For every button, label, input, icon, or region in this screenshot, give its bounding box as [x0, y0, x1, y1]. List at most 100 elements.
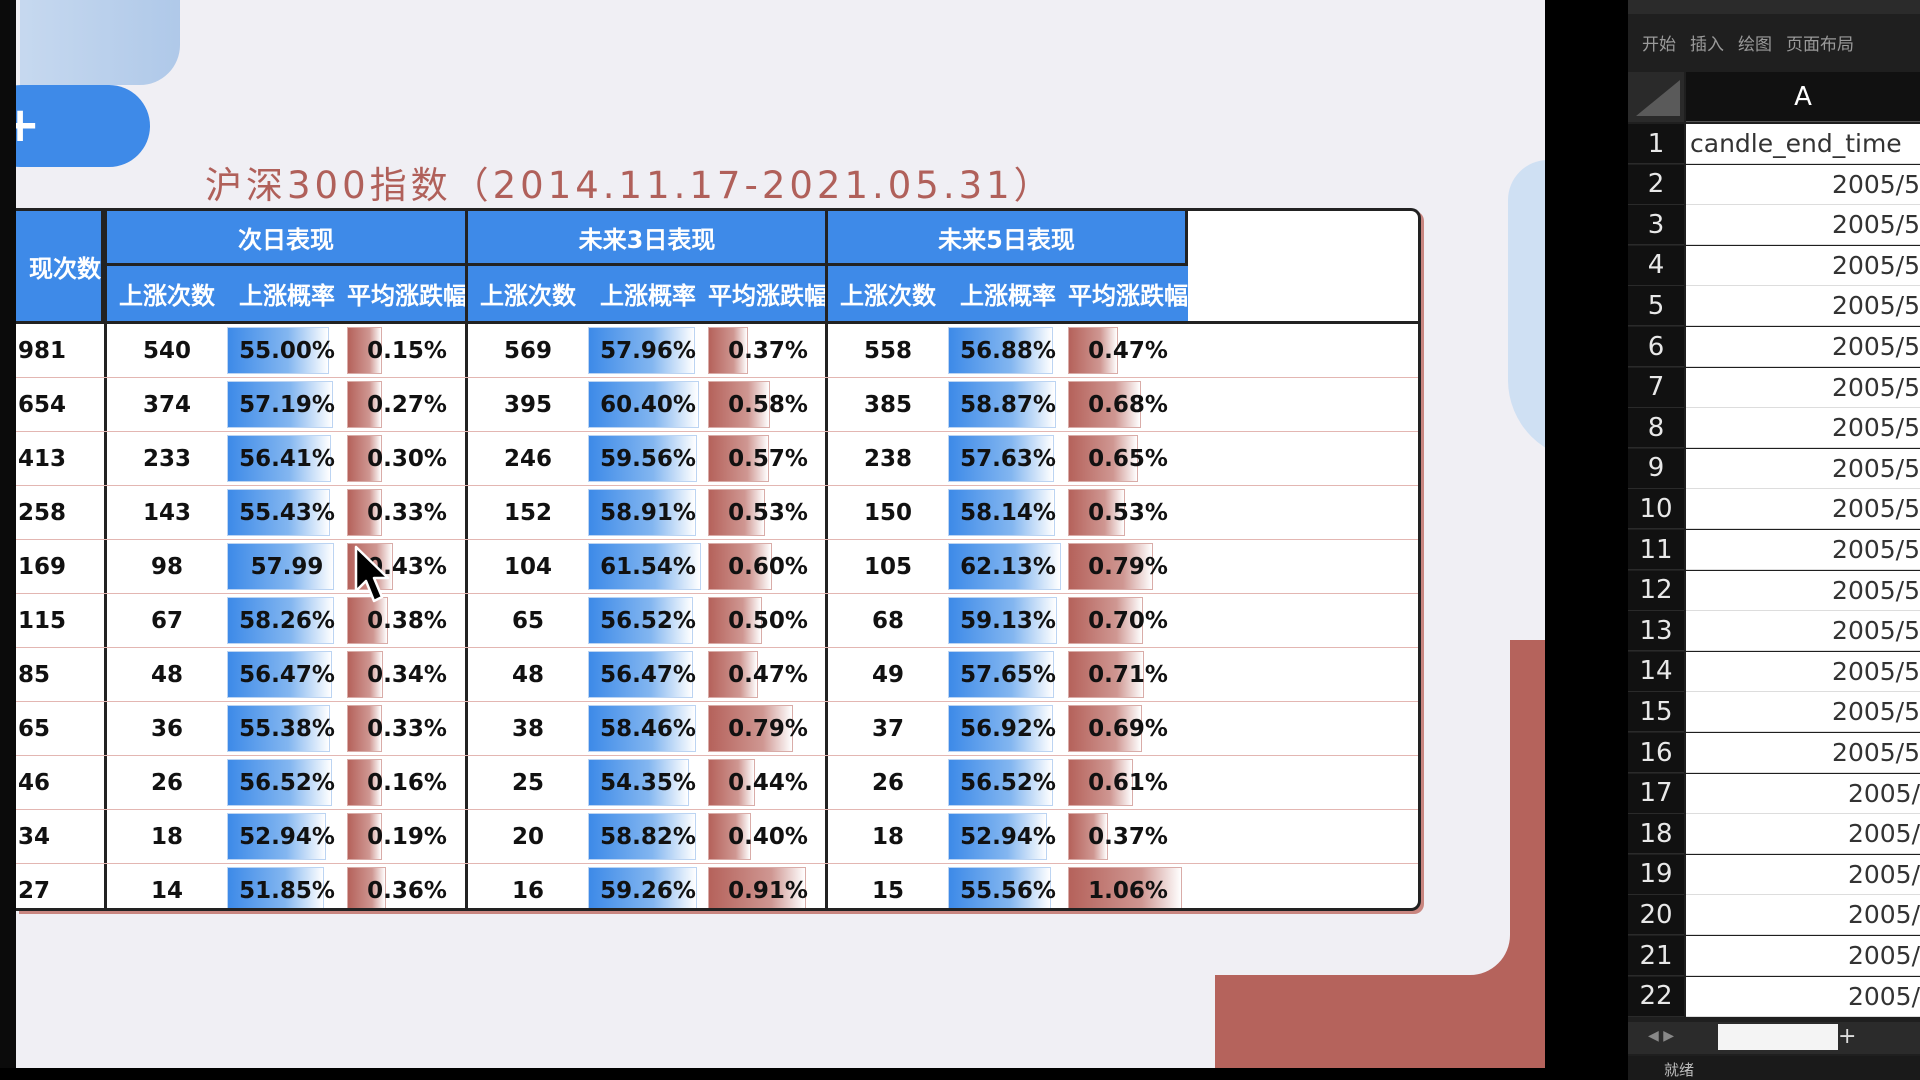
row-number[interactable]: 12 [1628, 570, 1684, 611]
cell-text: 27 [18, 877, 51, 904]
cell-count-total: 169 [16, 540, 104, 593]
row-number[interactable]: 10 [1628, 489, 1684, 530]
cell-avg-change: 0.91% [708, 864, 828, 908]
ribbon-tab-page-layout[interactable]: 页面布局 [1786, 34, 1854, 55]
row-number[interactable]: 11 [1628, 530, 1684, 570]
cell-up-probability: 56.92% [948, 702, 1068, 755]
cell-a[interactable]: 2005/5 [1686, 408, 1920, 449]
data-bar-change [1068, 327, 1118, 374]
row-number[interactable]: 22 [1628, 976, 1684, 1017]
select-all-corner[interactable] [1628, 72, 1684, 122]
row-number[interactable]: 17 [1628, 773, 1684, 814]
cell-a[interactable]: 2005/5 [1686, 570, 1920, 611]
cell-text: 14 [150, 877, 183, 904]
data-bar-change [708, 813, 751, 860]
ribbon-tabs: 开始 插入 绘图 页面布局 [1628, 22, 1920, 62]
cell-count-total: 34 [16, 810, 104, 863]
cell-text: 67 [150, 607, 183, 634]
row-number[interactable]: 5 [1628, 286, 1684, 327]
cell-text: 56.47% [600, 661, 696, 688]
row-number[interactable]: 3 [1628, 205, 1684, 246]
cell-a[interactable]: 2005/5 [1686, 530, 1920, 570]
row-number[interactable]: 16 [1628, 733, 1684, 773]
sheet-nav-arrows-icon[interactable]: ◀ ▶ [1648, 1028, 1674, 1044]
data-bar-change [347, 327, 382, 374]
cell-up-count: 238 [828, 432, 948, 485]
row-number[interactable]: 8 [1628, 408, 1684, 449]
row-number[interactable]: 1 [1628, 124, 1684, 164]
cell-up-count: 48 [107, 648, 227, 701]
table-row: 258 143 55.43% 0.33% 152 58.91% 0.53% 150 58.14%… [16, 486, 1418, 540]
column-header-a[interactable]: A [1686, 72, 1920, 122]
cell-a[interactable]: 2005/5 [1686, 205, 1920, 246]
cell-text: 52.94% [239, 823, 335, 850]
cell-a[interactable]: 2005/ [1686, 814, 1920, 855]
row-number[interactable]: 19 [1628, 854, 1684, 895]
data-bar-probability [227, 435, 331, 482]
cell-up-count: 385 [828, 378, 948, 431]
sheet-row: 7 2005/5 [1628, 367, 1920, 409]
cell-avg-change: 0.65% [1068, 432, 1188, 485]
add-sheet-icon[interactable]: + [1838, 1024, 1857, 1049]
cell-avg-change: 0.60% [708, 540, 828, 593]
cell-text: 0.38% [367, 607, 447, 634]
row-number[interactable]: 6 [1628, 327, 1684, 367]
cell-a[interactable]: 2005/5 [1686, 367, 1920, 408]
mouse-cursor-icon [354, 545, 390, 603]
data-bar-probability [227, 867, 324, 908]
row-number[interactable]: 2 [1628, 164, 1684, 205]
ribbon-tab-draw[interactable]: 绘图 [1738, 34, 1772, 55]
sheet-tab[interactable] [1718, 1024, 1838, 1050]
row-number[interactable]: 15 [1628, 692, 1684, 733]
cell-up-count: 25 [468, 756, 588, 809]
cell-a[interactable]: 2005/5 [1686, 651, 1920, 692]
row-number[interactable]: 18 [1628, 814, 1684, 855]
cell-a[interactable]: 2005/5 [1686, 692, 1920, 733]
cell-count-total: 654 [16, 378, 104, 431]
cell-text: 55.56% [960, 877, 1056, 904]
decor-shape-right-blue [1508, 160, 1545, 460]
data-bar-probability [227, 597, 334, 644]
cell-a[interactable]: 2005/ [1686, 854, 1920, 895]
cell-text: 25 [511, 769, 544, 796]
row-number[interactable]: 14 [1628, 651, 1684, 692]
cell-text: 58.14% [960, 499, 1056, 526]
cell-text: 0.71% [1088, 661, 1168, 688]
sheet-row: 17 2005/ [1628, 773, 1920, 815]
cell-a[interactable]: candle_end_time [1686, 124, 1920, 164]
cell-avg-change: 0.38% [347, 594, 467, 647]
cell-a[interactable]: 2005/ [1686, 895, 1920, 936]
cell-a[interactable]: 2005/ [1686, 976, 1920, 1017]
cell-a[interactable]: 2005/5 [1686, 489, 1920, 530]
cell-a[interactable]: 2005/ [1686, 773, 1920, 814]
data-bar-probability [948, 759, 1053, 806]
cell-up-probability: 62.13% [948, 540, 1068, 593]
cell-a[interactable]: 2005/5 [1686, 611, 1920, 652]
row-number[interactable]: 21 [1628, 936, 1684, 976]
cell-a[interactable]: 2005/5 [1686, 164, 1920, 205]
cell-text: 115 [18, 607, 67, 634]
cell-a[interactable]: 2005/5 [1686, 733, 1920, 773]
header-first-col: 现次数 [16, 211, 104, 321]
sheet-tab-bar: ◀ ▶ + [1628, 1022, 1920, 1054]
ribbon-tab-home[interactable]: 开始 [1642, 34, 1676, 55]
cell-up-count: 26 [828, 756, 948, 809]
select-all-triangle-icon [1636, 80, 1680, 116]
data-bar-change [708, 327, 748, 374]
cell-up-probability: 57.63% [948, 432, 1068, 485]
cell-up-probability: 57.96% [588, 324, 708, 377]
row-number[interactable]: 7 [1628, 367, 1684, 408]
row-number[interactable]: 4 [1628, 245, 1684, 286]
row-number[interactable]: 13 [1628, 611, 1684, 652]
data-bar-probability [948, 867, 1051, 908]
ribbon-tab-insert[interactable]: 插入 [1690, 34, 1724, 55]
cell-text: 0.37% [1088, 823, 1168, 850]
cell-a[interactable]: 2005/5 [1686, 327, 1920, 367]
cell-a[interactable]: 2005/5 [1686, 448, 1920, 489]
row-number[interactable]: 9 [1628, 448, 1684, 489]
cell-avg-change: 0.69% [1068, 702, 1188, 755]
cell-a[interactable]: 2005/5 [1686, 286, 1920, 327]
row-number[interactable]: 20 [1628, 895, 1684, 936]
cell-a[interactable]: 2005/ [1686, 936, 1920, 976]
cell-a[interactable]: 2005/5 [1686, 245, 1920, 286]
